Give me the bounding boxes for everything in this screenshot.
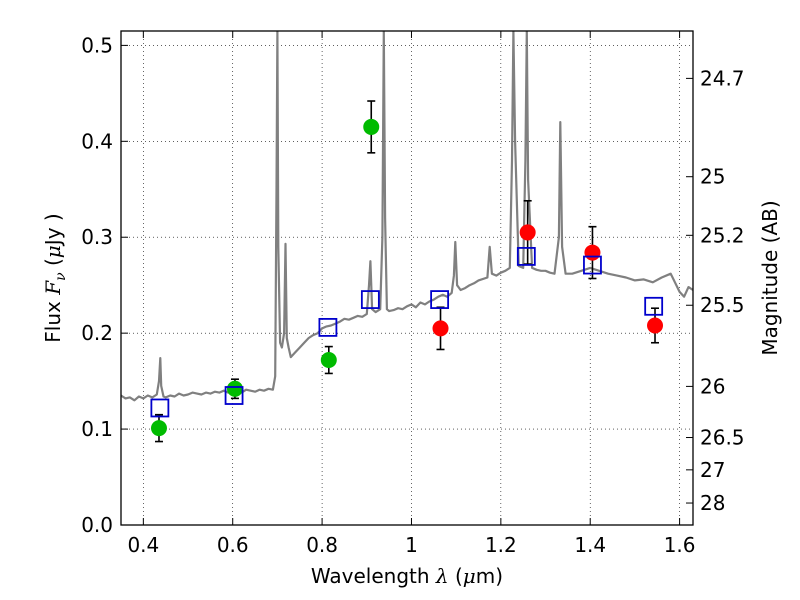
model-spectrum-series: [121, 31, 693, 402]
data-point: [320, 352, 337, 369]
y2-tick-label: 27: [700, 458, 725, 482]
y-tick-label: 0.1: [81, 417, 113, 441]
model-square: [516, 247, 536, 266]
y2-tick-label: 26: [700, 374, 725, 398]
x-tick-label: 1: [405, 533, 418, 557]
model-square: [318, 317, 338, 337]
data-point: [647, 317, 664, 334]
model-photometry-points: [150, 247, 664, 418]
y2-tick-label: 28: [700, 491, 725, 515]
x-axis-title: Wavelength λ (μm): [311, 564, 503, 588]
model-square: [583, 255, 602, 275]
plot-frame: [120, 30, 694, 526]
x-tick-label: 0.6: [217, 533, 249, 557]
y2-tick-label: 24.7: [700, 66, 745, 90]
x-tick-label: 0.4: [127, 533, 159, 557]
y-tick-label: 0.3: [81, 225, 113, 249]
data-point: [432, 320, 449, 337]
x-tick-label: 1.4: [574, 533, 606, 557]
x-tick-label: 1.6: [664, 533, 696, 557]
model-square: [224, 386, 244, 405]
data-point: [363, 118, 380, 135]
y2-tick-label: 25: [700, 165, 725, 189]
plot-area: [121, 31, 693, 525]
x-tick-label: 0.8: [306, 533, 338, 557]
model-square: [644, 296, 664, 316]
data-point: [584, 244, 601, 261]
y-tick-label: 0.2: [81, 321, 113, 345]
y-tick-label: 0.0: [81, 513, 113, 537]
observed-points: [150, 118, 664, 437]
x-tick-label: 1.2: [485, 533, 517, 557]
model-square: [430, 290, 450, 309]
y2-tick-label: 25.5: [700, 293, 745, 317]
y2-axis-title: Magnitude (AB): [758, 200, 782, 355]
y-axis-title: Flux Fν (μJy ): [41, 213, 69, 342]
data-point: [519, 224, 536, 241]
y-tick-label: 0.5: [81, 33, 113, 57]
spectrum-line: [121, 31, 693, 402]
axis-ticks: 0.4 0.6 0.8 1 1.2 1.4 1.6 0.0 0.1 0.2 0.3 0.4 0.5 24.…: [81, 31, 745, 557]
y2-tick-label: 25.2: [700, 223, 745, 247]
model-square: [360, 290, 380, 309]
data-point: [150, 420, 167, 437]
y-tick-label: 0.4: [81, 129, 113, 153]
data-point: [226, 380, 243, 397]
model-square: [150, 398, 170, 418]
y2-tick-label: 26.5: [700, 426, 745, 450]
